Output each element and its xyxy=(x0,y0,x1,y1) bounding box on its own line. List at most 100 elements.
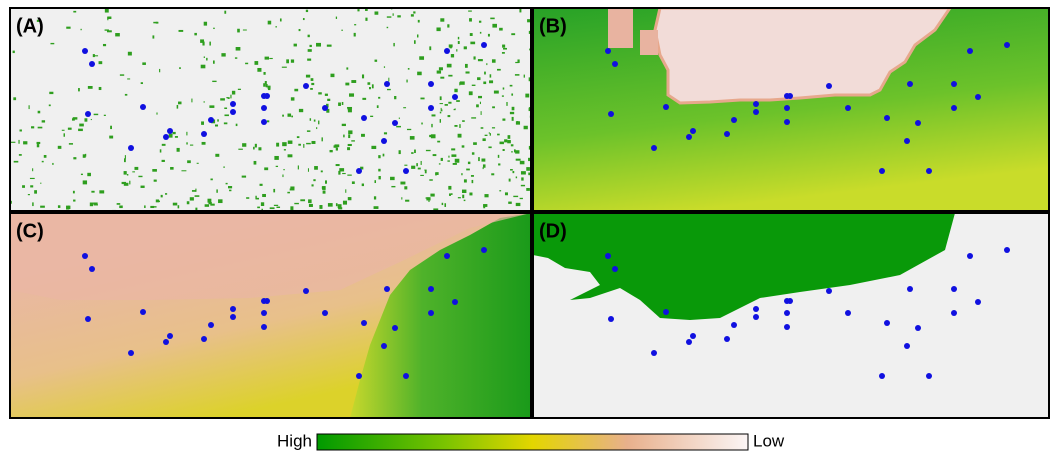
vegetation-patch xyxy=(31,126,34,128)
vegetation-patch xyxy=(448,156,449,158)
sample-site xyxy=(82,253,88,259)
sample-site xyxy=(915,120,921,126)
vegetation-patch xyxy=(431,134,436,138)
vegetation-patch xyxy=(190,197,194,200)
sample-site xyxy=(826,288,832,294)
vegetation-patch xyxy=(421,123,422,125)
vegetation-patch xyxy=(177,148,180,152)
vegetation-patch xyxy=(414,150,416,153)
vegetation-patch xyxy=(451,154,456,157)
vegetation-patch xyxy=(228,186,232,188)
sample-site xyxy=(951,286,957,292)
vegetation-patch xyxy=(476,104,479,107)
vegetation-patch xyxy=(104,115,106,116)
vegetation-patch xyxy=(215,125,218,127)
vegetation-patch xyxy=(260,184,263,186)
vegetation-patch xyxy=(261,202,264,206)
vegetation-patch xyxy=(444,203,446,207)
vegetation-patch xyxy=(217,119,219,121)
vegetation-patch xyxy=(216,189,217,192)
sample-site xyxy=(403,373,409,379)
sample-site xyxy=(731,322,737,328)
vegetation-patch xyxy=(322,186,325,188)
vegetation-patch xyxy=(374,206,379,209)
vegetation-patch xyxy=(484,72,486,75)
vegetation-patch xyxy=(170,167,174,170)
vegetation-patch xyxy=(375,11,379,14)
sample-site xyxy=(322,310,328,316)
vegetation-patch xyxy=(300,199,305,201)
vegetation-patch xyxy=(490,18,494,20)
sample-site xyxy=(731,117,737,123)
vegetation-patch xyxy=(472,85,476,86)
vegetation-patch xyxy=(138,176,142,177)
sample-site xyxy=(753,306,759,312)
vegetation-patch xyxy=(156,199,159,202)
vegetation-patch xyxy=(283,169,284,170)
vegetation-patch xyxy=(502,45,505,48)
sample-site xyxy=(428,310,434,316)
vegetation-patch xyxy=(521,177,523,180)
vegetation-patch xyxy=(14,161,19,163)
vegetation-patch xyxy=(119,205,123,208)
vegetation-patch xyxy=(503,149,505,151)
vegetation-patch xyxy=(68,206,71,209)
vegetation-patch xyxy=(492,106,495,108)
vegetation-patch xyxy=(372,84,374,88)
vegetation-patch xyxy=(152,169,157,172)
vegetation-patch xyxy=(378,97,380,99)
vegetation-patch xyxy=(197,163,199,164)
sample-site xyxy=(608,111,614,117)
vegetation-patch xyxy=(91,119,92,120)
vegetation-patch xyxy=(37,142,41,144)
vegetation-patch xyxy=(455,159,460,163)
sample-site xyxy=(208,322,214,328)
vegetation-patch xyxy=(268,21,272,25)
vegetation-patch xyxy=(510,112,514,114)
vegetation-patch xyxy=(311,78,314,81)
sample-site xyxy=(163,339,169,345)
vegetation-patch xyxy=(40,183,41,184)
vegetation-patch xyxy=(456,49,457,51)
vegetation-patch xyxy=(245,63,248,64)
vegetation-patch xyxy=(162,160,165,162)
vegetation-patch xyxy=(319,205,322,209)
vegetation-patch xyxy=(468,162,470,164)
sample-site xyxy=(89,61,95,67)
vegetation-patch xyxy=(202,142,206,145)
sample-site xyxy=(915,325,921,331)
vegetation-patch xyxy=(254,61,258,65)
sample-site xyxy=(926,168,932,174)
vegetation-patch xyxy=(432,114,436,116)
vegetation-patch xyxy=(18,140,19,144)
vegetation-patch xyxy=(426,197,430,200)
vegetation-patch xyxy=(306,10,308,12)
vegetation-patch xyxy=(173,203,177,206)
vegetation-patch xyxy=(308,49,312,52)
vegetation-patch xyxy=(480,102,481,104)
vegetation-patch xyxy=(440,112,441,114)
vegetation-patch xyxy=(309,45,311,47)
vegetation-patch xyxy=(290,188,295,190)
vegetation-patch xyxy=(485,135,488,136)
vegetation-patch xyxy=(470,33,473,36)
vegetation-patch xyxy=(156,112,157,114)
vegetation-patch xyxy=(478,59,483,61)
vegetation-patch xyxy=(418,168,421,170)
vegetation-patch xyxy=(327,45,332,47)
vegetation-patch xyxy=(448,186,451,190)
vegetation-patch xyxy=(502,119,505,121)
vegetation-patch xyxy=(425,170,427,173)
vegetation-patch xyxy=(387,27,389,28)
vegetation-patch xyxy=(290,186,294,188)
vegetation-patch xyxy=(129,181,130,185)
vegetation-patch xyxy=(374,196,376,199)
vegetation-patch xyxy=(473,142,477,145)
vegetation-patch xyxy=(407,129,411,130)
vegetation-patch xyxy=(514,149,516,152)
vegetation-patch xyxy=(483,82,486,85)
vegetation-patch xyxy=(526,188,530,191)
sample-site xyxy=(879,168,885,174)
vegetation-patch xyxy=(465,64,468,68)
sample-site xyxy=(784,105,790,111)
